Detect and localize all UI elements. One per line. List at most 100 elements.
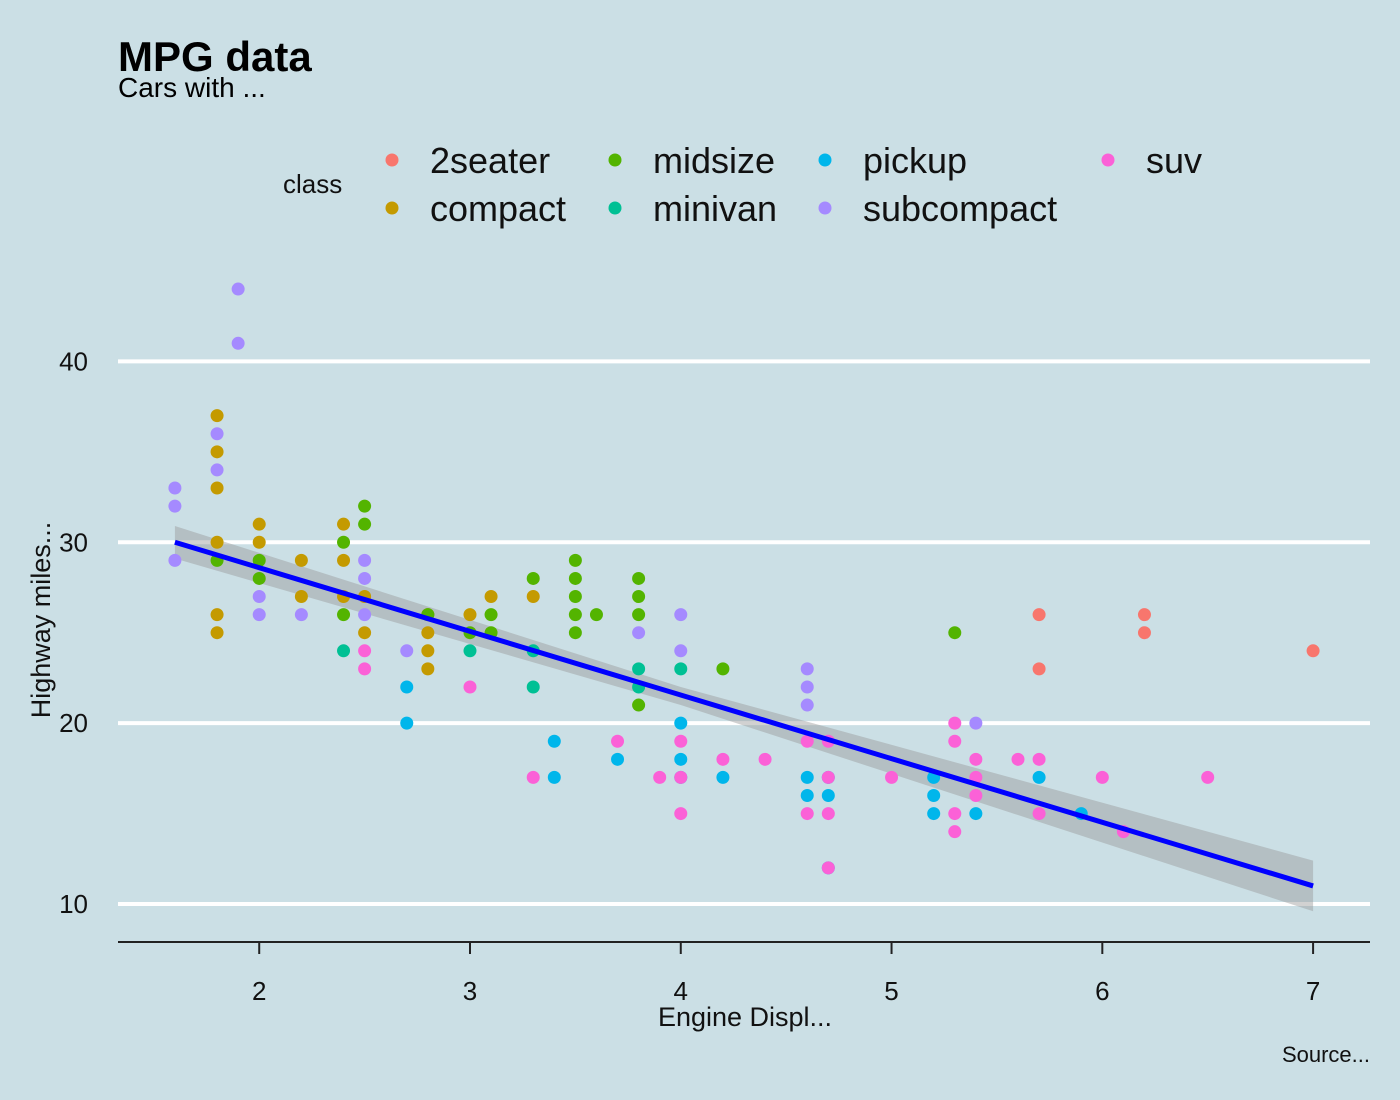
data-point-compact (484, 590, 498, 604)
legend-key-2seater (385, 153, 399, 167)
trend-line-group (174, 539, 1314, 889)
data-point-suv (1011, 752, 1025, 766)
data-point-suv (1201, 770, 1215, 784)
data-point-2seater (1032, 662, 1046, 676)
data-point-pickup (400, 680, 414, 694)
legend-key-midsize (608, 153, 622, 167)
data-point-minivan (632, 662, 646, 676)
data-point-suv (653, 770, 667, 784)
trend-line (174, 539, 1314, 889)
data-point-midsize (632, 698, 646, 712)
legend-label-2seater: 2seater (430, 140, 550, 181)
data-point-minivan (463, 644, 477, 658)
data-point-suv (948, 716, 962, 730)
data-point-subcompact (168, 499, 182, 513)
data-point-subcompact (231, 336, 245, 350)
x-tick-label: 6 (1095, 976, 1109, 1006)
data-point-suv (885, 770, 899, 784)
data-point-subcompact (210, 463, 224, 477)
caption: Source... (1282, 1042, 1370, 1067)
data-point-midsize (484, 608, 498, 622)
legend-title: class (283, 169, 342, 199)
data-point-pickup (927, 788, 941, 802)
data-point-midsize (252, 553, 266, 567)
data-point-suv (463, 680, 477, 694)
data-point-compact (210, 608, 224, 622)
legend-label-compact: compact (430, 188, 566, 229)
data-point-compact (210, 626, 224, 640)
data-point-subcompact (800, 662, 814, 676)
data-point-midsize (526, 571, 540, 585)
data-point-subcompact (168, 481, 182, 495)
data-points (168, 282, 1320, 875)
data-point-suv (948, 807, 962, 821)
data-point-suv (1032, 807, 1046, 821)
data-point-2seater (1137, 608, 1151, 622)
data-point-suv (969, 752, 983, 766)
data-point-pickup (674, 752, 688, 766)
data-point-suv (1095, 770, 1109, 784)
data-point-subcompact (252, 608, 266, 622)
axes: 10 20 30 40 2 3 4 5 6 7 (59, 346, 1370, 1006)
y-tick-label: 20 (59, 708, 88, 738)
legend-key-pickup (818, 153, 832, 167)
data-point-pickup (674, 716, 688, 730)
legend-label-midsize: midsize (653, 140, 775, 181)
data-point-compact (337, 517, 351, 531)
legend-key-suv (1101, 153, 1115, 167)
trend-confidence-band (174, 525, 1314, 912)
data-point-compact (421, 644, 435, 658)
data-point-suv (1032, 752, 1046, 766)
data-point-pickup (400, 716, 414, 730)
data-point-midsize (568, 590, 582, 604)
data-point-subcompact (252, 590, 266, 604)
data-point-subcompact (800, 698, 814, 712)
data-point-suv (716, 752, 730, 766)
data-point-compact (421, 662, 435, 676)
data-point-suv (948, 734, 962, 748)
data-point-suv (358, 644, 372, 658)
data-point-subcompact (800, 680, 814, 694)
data-point-compact (210, 535, 224, 549)
data-point-compact (210, 409, 224, 423)
data-point-compact (526, 590, 540, 604)
data-point-subcompact (210, 427, 224, 441)
data-point-suv (821, 770, 835, 784)
data-point-subcompact (674, 608, 688, 622)
data-point-suv (611, 734, 625, 748)
grid (118, 359, 1370, 907)
data-point-pickup (547, 734, 561, 748)
data-point-midsize (568, 608, 582, 622)
data-point-pickup (821, 788, 835, 802)
y-tick-label: 10 (59, 889, 88, 919)
data-point-pickup (611, 752, 625, 766)
legend: class 2seater compact midsize minivan pickup… (283, 140, 1202, 229)
data-point-midsize (358, 517, 372, 531)
data-point-midsize (589, 608, 603, 622)
data-point-midsize (358, 499, 372, 513)
data-point-suv (948, 825, 962, 839)
data-point-compact (210, 481, 224, 495)
data-point-suv (800, 807, 814, 821)
legend-label-suv: suv (1146, 140, 1202, 181)
data-point-midsize (568, 571, 582, 585)
y-tick-label: 30 (59, 527, 88, 557)
data-point-midsize (948, 626, 962, 640)
data-point-suv (358, 662, 372, 676)
chart-title: MPG data (118, 33, 312, 80)
data-point-minivan (674, 662, 688, 676)
data-point-compact (421, 626, 435, 640)
data-point-subcompact (231, 282, 245, 296)
data-point-pickup (1032, 770, 1046, 784)
legend-key-compact (385, 201, 399, 215)
chart-subtitle: Cars with ... (118, 72, 266, 103)
data-point-midsize (632, 590, 646, 604)
x-tick-label: 5 (884, 976, 898, 1006)
y-tick-label: 40 (59, 346, 88, 376)
data-point-2seater (1032, 608, 1046, 622)
x-tick-label: 4 (674, 976, 688, 1006)
data-point-midsize (568, 553, 582, 567)
data-point-pickup (547, 770, 561, 784)
data-point-subcompact (358, 553, 372, 567)
y-axis-label: Highway miles... (26, 522, 56, 719)
